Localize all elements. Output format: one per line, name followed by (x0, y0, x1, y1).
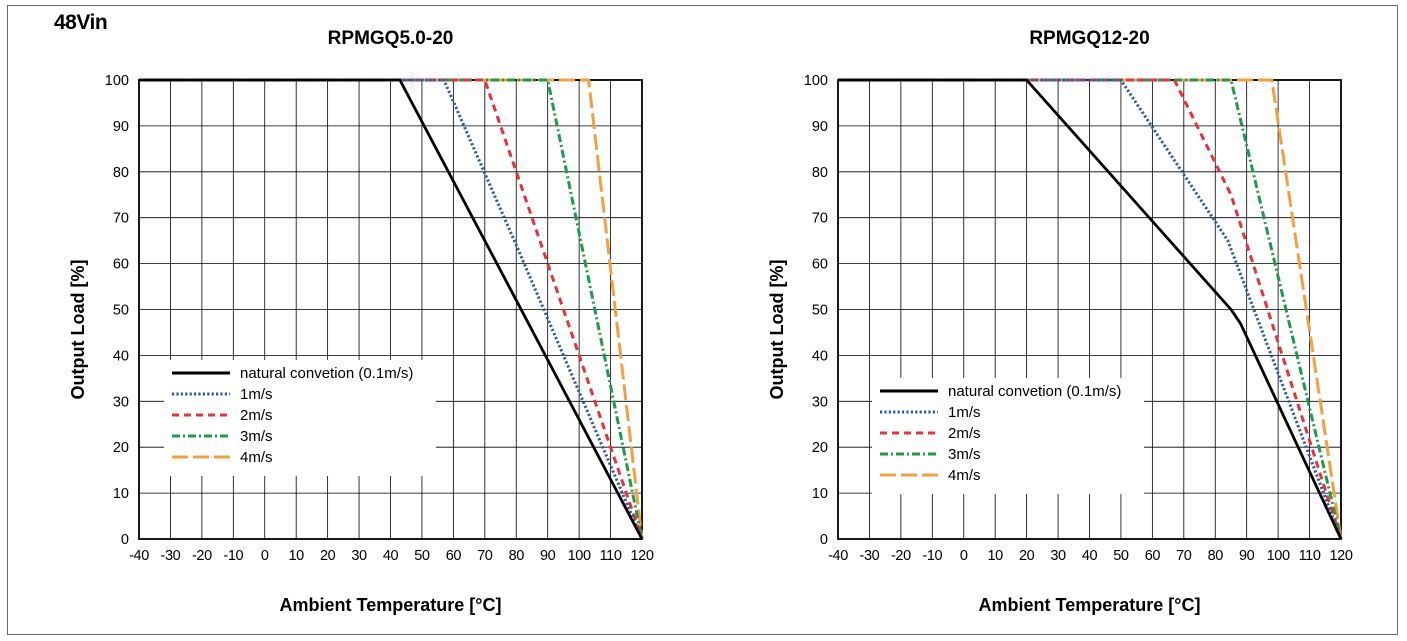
y-tick-label: 0 (121, 532, 129, 548)
x-tick-label: 110 (1299, 548, 1321, 564)
x-axis-label: Ambient Temperature [°C] (280, 595, 502, 615)
series-line (139, 78, 644, 540)
x-tick-label: 40 (383, 548, 399, 564)
figure-frame (7, 5, 1398, 635)
x-tick-label: -30 (860, 548, 880, 564)
x-tick-label: -20 (891, 548, 911, 564)
x-tick-label: 30 (351, 548, 367, 564)
x-tick-label: -10 (922, 548, 942, 564)
x-tick-label: -10 (223, 548, 243, 564)
y-tick-label: 80 (812, 165, 828, 181)
legend-label: 2m/s (948, 425, 981, 442)
input-voltage-label: 48Vin (54, 11, 108, 34)
y-tick-label: 80 (113, 165, 129, 181)
x-tick-label: -30 (161, 548, 181, 564)
chart-title: RPMGQ12-20 (1029, 28, 1149, 49)
y-tick-label: 0 (820, 532, 828, 548)
x-tick-label: 60 (446, 548, 462, 564)
chart-1: RPMGQ5.0-20 -40 -30 -20 -10 0 10 20 30 40 50 60 70 80… (68, 28, 654, 615)
series-group (838, 78, 1343, 540)
y-tick-label: 40 (113, 348, 129, 364)
series-line (838, 78, 1343, 540)
x-tick-label: -40 (129, 548, 149, 564)
series-group (139, 78, 644, 540)
x-tick-label: 100 (568, 548, 591, 564)
y-tick-label: 90 (113, 119, 129, 135)
legend-background (872, 378, 1144, 494)
y-tick-label: 70 (812, 211, 828, 227)
x-tick-label: 0 (261, 548, 269, 564)
series-line (139, 78, 644, 540)
x-tick-label: -40 (828, 548, 848, 564)
x-tick-label: 90 (1239, 548, 1255, 564)
legend-background (164, 360, 436, 476)
x-tick-label: 20 (320, 548, 336, 564)
y-tick-label: 30 (113, 394, 129, 410)
y-tick-label: 50 (812, 303, 828, 319)
x-tick-label: 60 (1145, 548, 1161, 564)
x-tick-label: 70 (1176, 548, 1192, 564)
x-tick-label: -20 (192, 548, 212, 564)
x-tick-label: 110 (600, 548, 622, 564)
y-tick-label: 30 (812, 394, 828, 410)
y-tick-label: 100 (804, 73, 828, 89)
x-tick-label: 80 (1208, 548, 1224, 564)
y-tick-label: 10 (113, 486, 129, 502)
y-tick-label: 20 (812, 440, 828, 456)
y-tick-label: 40 (812, 348, 828, 364)
x-tick-label: 70 (477, 548, 493, 564)
x-tick-label: 120 (631, 548, 654, 564)
y-tick-label: 60 (812, 257, 828, 273)
x-tick-label: 10 (988, 548, 1004, 564)
x-tick-label: 50 (414, 548, 430, 564)
y-tick-label: 60 (113, 257, 129, 273)
x-tick-label: 50 (1113, 548, 1129, 564)
legend-label: 3m/s (948, 446, 981, 463)
x-tick-label: 40 (1082, 548, 1098, 564)
x-tick-label: 100 (1267, 548, 1290, 564)
x-tick-label: 10 (289, 548, 305, 564)
legend-label: natural convetion (0.1m/s) (948, 383, 1121, 400)
chart-2: RPMGQ12-20 -40 -30 -20 -10 0 10 20 30 40 50 60 70 80 9… (767, 28, 1353, 615)
legend-label: 4m/s (240, 449, 273, 466)
x-tick-label: 90 (540, 548, 556, 564)
x-axis-label: Ambient Temperature [°C] (979, 595, 1201, 615)
x-tick-label: 30 (1050, 548, 1066, 564)
legend-label: 3m/s (240, 428, 273, 445)
legend-label: natural convetion (0.1m/s) (240, 365, 413, 382)
y-tick-label: 50 (113, 303, 129, 319)
y-tick-label: 100 (105, 73, 129, 89)
x-tick-label: 20 (1019, 548, 1035, 564)
series-line (838, 78, 1343, 540)
y-tick-label: 20 (113, 440, 129, 456)
legend-label: 1m/s (240, 386, 273, 403)
legend-label: 4m/s (948, 467, 981, 484)
x-tick-label: 120 (1330, 548, 1353, 564)
y-tick-label: 70 (113, 211, 129, 227)
legend-label: 1m/s (948, 404, 981, 421)
chart-title: RPMGQ5.0-20 (328, 28, 454, 49)
legend-label: 2m/s (240, 407, 273, 424)
x-tick-label: 0 (960, 548, 968, 564)
y-tick-label: 10 (812, 486, 828, 502)
y-tick-label: 90 (812, 119, 828, 135)
y-axis-label: Output Load [%] (767, 260, 787, 400)
x-tick-label: 80 (509, 548, 525, 564)
y-axis-label: Output Load [%] (68, 260, 88, 400)
